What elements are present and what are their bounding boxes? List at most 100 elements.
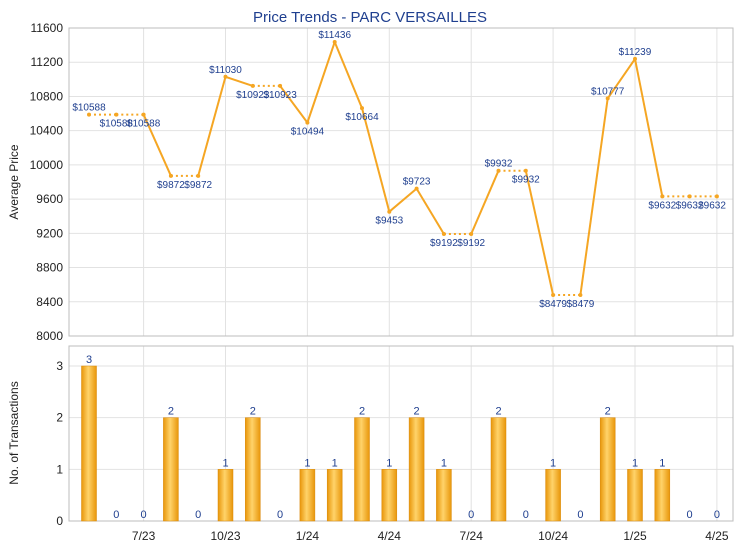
- transaction-count-label: 1: [659, 457, 665, 469]
- transaction-bar: [490, 417, 507, 522]
- price-point: [414, 186, 419, 191]
- x-tick-label: 1/24: [296, 529, 320, 543]
- price-point: [578, 293, 583, 298]
- x-tick-label: 4/25: [705, 529, 729, 543]
- price-point: [305, 120, 310, 125]
- price-data-label: $9453: [375, 216, 403, 227]
- price-data-label: $9723: [403, 177, 431, 188]
- price-data-label: $10588: [127, 119, 161, 130]
- price-y-tick-label: 10000: [30, 158, 64, 172]
- price-line-segment: [634, 58, 664, 197]
- transaction-bar: [545, 469, 561, 522]
- price-y-tick-label: 10800: [30, 89, 64, 103]
- price-data-label: $10664: [345, 112, 379, 123]
- price-data-label: $9872: [157, 180, 185, 191]
- price-point: [360, 106, 364, 111]
- price-point: [87, 112, 91, 117]
- transaction-count-label: 2: [495, 406, 501, 418]
- price-point: [633, 56, 637, 61]
- transaction-count-label: 0: [714, 509, 720, 521]
- price-data-label: $10777: [591, 86, 625, 97]
- price-y-tick-label: 8000: [36, 329, 63, 343]
- price-data-label: $9192: [430, 238, 458, 249]
- transaction-bar: [81, 365, 97, 522]
- transaction-count-label: 0: [468, 509, 474, 521]
- price-point: [223, 74, 228, 79]
- price-data-label: $9932: [512, 175, 540, 186]
- price-y-tick-label: 11600: [31, 21, 64, 35]
- transaction-bar: [326, 469, 343, 522]
- transactions-plot-frame: [68, 345, 734, 522]
- price-point: [551, 293, 556, 298]
- price-line-segment: [197, 76, 227, 177]
- price-y-tick-label: 9600: [36, 192, 63, 206]
- price-y-tick-label: 10400: [30, 124, 64, 138]
- price-plot-frame: [68, 27, 734, 337]
- price-point: [660, 194, 665, 199]
- transaction-count-label: 0: [687, 509, 693, 521]
- transactions-y-tick-label: 1: [56, 462, 63, 476]
- price-y-tick-label: 11200: [31, 55, 64, 69]
- price-data-label: $9932: [485, 159, 513, 170]
- price-data-label: $10494: [291, 127, 325, 138]
- transaction-bar: [408, 417, 425, 522]
- price-line-segment: [225, 75, 254, 87]
- transactions-y-axis-label: No. of Transactions: [7, 381, 21, 484]
- transaction-bar: [654, 469, 671, 522]
- price-point: [387, 209, 392, 214]
- transaction-count-label: 2: [250, 406, 256, 418]
- transactions-y-tick-label: 2: [56, 411, 63, 425]
- transaction-count-label: 1: [222, 457, 228, 469]
- price-point: [114, 112, 119, 117]
- transaction-bar: [436, 469, 452, 522]
- transaction-count-label: 0: [195, 509, 201, 521]
- transaction-count-label: 0: [523, 509, 529, 521]
- price-y-tick-label: 8800: [36, 261, 63, 275]
- price-line-segment: [333, 41, 363, 109]
- transaction-bar: [245, 417, 261, 522]
- transaction-bar: [599, 417, 616, 522]
- price-point: [605, 96, 610, 101]
- price-point: [714, 194, 719, 199]
- transaction-bar: [627, 469, 643, 522]
- price-line-segment: [142, 114, 172, 177]
- price-point: [469, 232, 474, 237]
- price-point: [250, 83, 255, 88]
- price-data-label: $11436: [318, 30, 351, 41]
- transaction-count-label: 1: [304, 457, 310, 469]
- transaction-count-label: 3: [86, 354, 92, 366]
- transaction-bar: [299, 469, 316, 522]
- price-y-tick-label: 8400: [36, 295, 63, 309]
- price-data-label: $9872: [184, 180, 212, 191]
- price-data-label: $9632: [648, 200, 676, 211]
- x-tick-labels: 7/23 10/23 1/24 4/24 7/24 10/24 1/25 4/25: [132, 529, 729, 543]
- transactions-y-tick-label: 0: [56, 514, 63, 528]
- price-data-label: $10588: [72, 103, 106, 114]
- transaction-bar: [354, 417, 370, 522]
- transaction-count-label: 0: [141, 509, 147, 521]
- price-line-segment: [415, 188, 445, 235]
- price-data-label: $11030: [209, 65, 242, 76]
- price-point: [196, 173, 201, 178]
- price-point: [141, 112, 146, 117]
- price-data-label: $10923: [236, 90, 270, 101]
- price-point: [332, 40, 337, 45]
- price-y-tick-label: 9200: [36, 226, 63, 240]
- transactions-y-tick-label: 3: [56, 359, 63, 373]
- transaction-count-label: 2: [359, 406, 365, 418]
- transaction-count-label: 1: [550, 457, 556, 469]
- x-tick-label: 10/24: [538, 529, 568, 543]
- price-point: [168, 173, 173, 178]
- price-line-segment: [306, 41, 336, 123]
- price-point: [687, 194, 692, 199]
- price-line-segment: [388, 187, 418, 213]
- transaction-bar: [217, 469, 234, 522]
- transaction-count-label: 1: [441, 457, 447, 469]
- price-point: [496, 168, 501, 173]
- price-y-axis-label: Average Price: [7, 144, 21, 219]
- x-tick-label: 10/23: [210, 529, 240, 543]
- transaction-count-label: 1: [386, 457, 392, 469]
- transactions-y-ticks: 0 1 2 3: [56, 359, 63, 528]
- price-line-segment: [606, 58, 636, 99]
- price-point: [278, 83, 283, 88]
